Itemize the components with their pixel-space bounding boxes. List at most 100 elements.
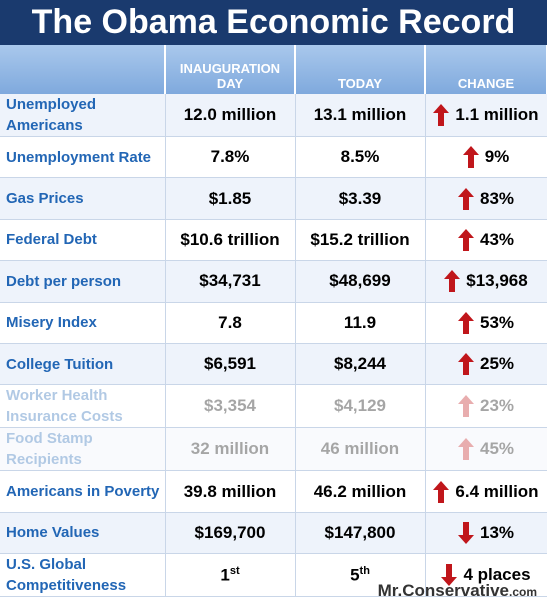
arrow-shape xyxy=(457,187,474,210)
change: 25% xyxy=(426,353,547,376)
arrow-shape xyxy=(433,104,450,126)
value-cell: 46.2 million xyxy=(295,470,426,513)
change-text: 25% xyxy=(479,354,515,374)
row: Debt per person $34,731 $48,699 $13,968 xyxy=(0,260,547,303)
arrow-shape xyxy=(457,353,474,376)
header-cell xyxy=(0,45,166,94)
change-text: $13,968 xyxy=(466,271,528,291)
arrow-shape xyxy=(457,521,474,544)
change-text: 83% xyxy=(479,188,515,208)
row: Federal Debt $10.6 trillion $15.2 trillion… xyxy=(0,219,547,262)
row: Americans in Poverty 39.8 million 46.2 mil… xyxy=(0,470,547,513)
row-label: Federal Debt xyxy=(0,219,166,262)
arrow-up xyxy=(457,395,474,418)
row-label: Unemployed Americans xyxy=(0,94,166,137)
row: Worker Health Insurance Costs $3,354 $4,12… xyxy=(0,384,547,429)
row: U.S. Global Competitiveness 1st 5th 4 place… xyxy=(0,553,547,598)
change-text: 43% xyxy=(479,229,515,249)
change-cell: 25% xyxy=(425,343,547,386)
arrow-shape xyxy=(457,395,474,418)
change-cell: 13% xyxy=(425,512,547,555)
change: 6.4 million xyxy=(426,480,547,503)
change-text: 45% xyxy=(479,439,515,459)
change-text: 9% xyxy=(484,147,510,167)
change: 4 places xyxy=(426,564,547,587)
change-text: 4 places xyxy=(463,565,531,585)
arrow-shape xyxy=(441,564,458,587)
change: 53% xyxy=(426,311,547,334)
value-cell: 11.9 xyxy=(295,302,426,344)
change-cell: $13,968 xyxy=(425,260,547,303)
row-label: Gas Prices xyxy=(0,177,166,220)
value-cell: $169,700 xyxy=(165,512,296,555)
row: College Tuition $6,591 $8,244 25% xyxy=(0,343,547,386)
value-cell: 39.8 million xyxy=(165,470,296,513)
row-label: U.S. Global Competitiveness xyxy=(0,553,166,598)
value-cell: 46 million xyxy=(295,427,426,472)
arrow-shape xyxy=(433,480,450,503)
row-label: Unemployment Rate xyxy=(0,136,166,179)
change-text: 23% xyxy=(479,396,515,416)
row-label: Home Values xyxy=(0,512,166,555)
arrow-up xyxy=(433,480,450,503)
arrow-shape xyxy=(444,270,461,293)
change-text: 6.4 million xyxy=(455,481,539,501)
change: 1.1 million xyxy=(426,104,547,126)
table: INAUGURATION DAY TODAY CHANGE Unemployed A… xyxy=(0,45,547,598)
footer: Mr.Conservative.com xyxy=(378,581,537,601)
change-cell: 53% xyxy=(425,302,547,344)
value-cell: 32 million xyxy=(165,427,296,472)
arrow-shape xyxy=(462,146,479,169)
arrow-up xyxy=(457,353,474,376)
row-label: Americans in Poverty xyxy=(0,470,166,513)
value-cell: $8,244 xyxy=(295,343,426,386)
value-cell: 7.8% xyxy=(165,136,296,179)
change: 13% xyxy=(426,521,547,544)
value-cell: $3,354 xyxy=(165,384,296,429)
arrow-up xyxy=(462,146,479,169)
arrow-up xyxy=(457,187,474,210)
value-cell: 8.5% xyxy=(295,136,426,179)
change-text: 53% xyxy=(479,312,515,332)
change: 45% xyxy=(426,438,547,461)
value-cell: 7.8 xyxy=(165,302,296,344)
value-text: 1 xyxy=(220,565,230,585)
change-text: 13% xyxy=(479,522,515,542)
change: 9% xyxy=(426,146,547,169)
title: The Obama Economic Record xyxy=(0,0,547,45)
header-cell: TODAY xyxy=(295,45,426,94)
row: Misery Index 7.8 11.9 53% xyxy=(0,302,547,344)
value-cell: $6,591 xyxy=(165,343,296,386)
value-cell: $1.85 xyxy=(165,177,296,220)
change-cell: 9% xyxy=(425,136,547,179)
change-cell: 1.1 million xyxy=(425,94,547,137)
arrow-down xyxy=(441,564,458,587)
header-cell: CHANGE xyxy=(425,45,547,94)
change: 23% xyxy=(426,395,547,418)
row-label: Food Stamp Recipients xyxy=(0,427,166,472)
value-cell: 12.0 million xyxy=(165,94,296,137)
value-suffix: st xyxy=(229,564,240,577)
arrow-up xyxy=(457,438,474,461)
value-cell: $3.39 xyxy=(295,177,426,220)
row-label: Misery Index xyxy=(0,302,166,344)
row: Food Stamp Recipients 32 million 46 millio… xyxy=(0,427,547,472)
row: Home Values $169,700 $147,800 13% xyxy=(0,512,547,555)
arrow-up xyxy=(457,228,474,251)
value-cell: $10.6 trillion xyxy=(165,219,296,262)
change-cell: 4 places xyxy=(425,553,547,598)
value-text: 5 xyxy=(350,565,360,585)
row-label: Debt per person xyxy=(0,260,166,303)
arrow-up xyxy=(433,104,450,126)
arrow-shape xyxy=(457,228,474,251)
value-cell: 1st xyxy=(165,553,296,598)
value-cell: $4,129 xyxy=(295,384,426,429)
value-cell: $48,699 xyxy=(295,260,426,303)
change: 83% xyxy=(426,187,547,210)
change-cell: 6.4 million xyxy=(425,470,547,513)
change: 43% xyxy=(426,228,547,251)
header-cell: INAUGURATION DAY xyxy=(165,45,296,94)
arrow-up xyxy=(444,270,461,293)
site-name: Mr.Conservative xyxy=(377,581,509,600)
